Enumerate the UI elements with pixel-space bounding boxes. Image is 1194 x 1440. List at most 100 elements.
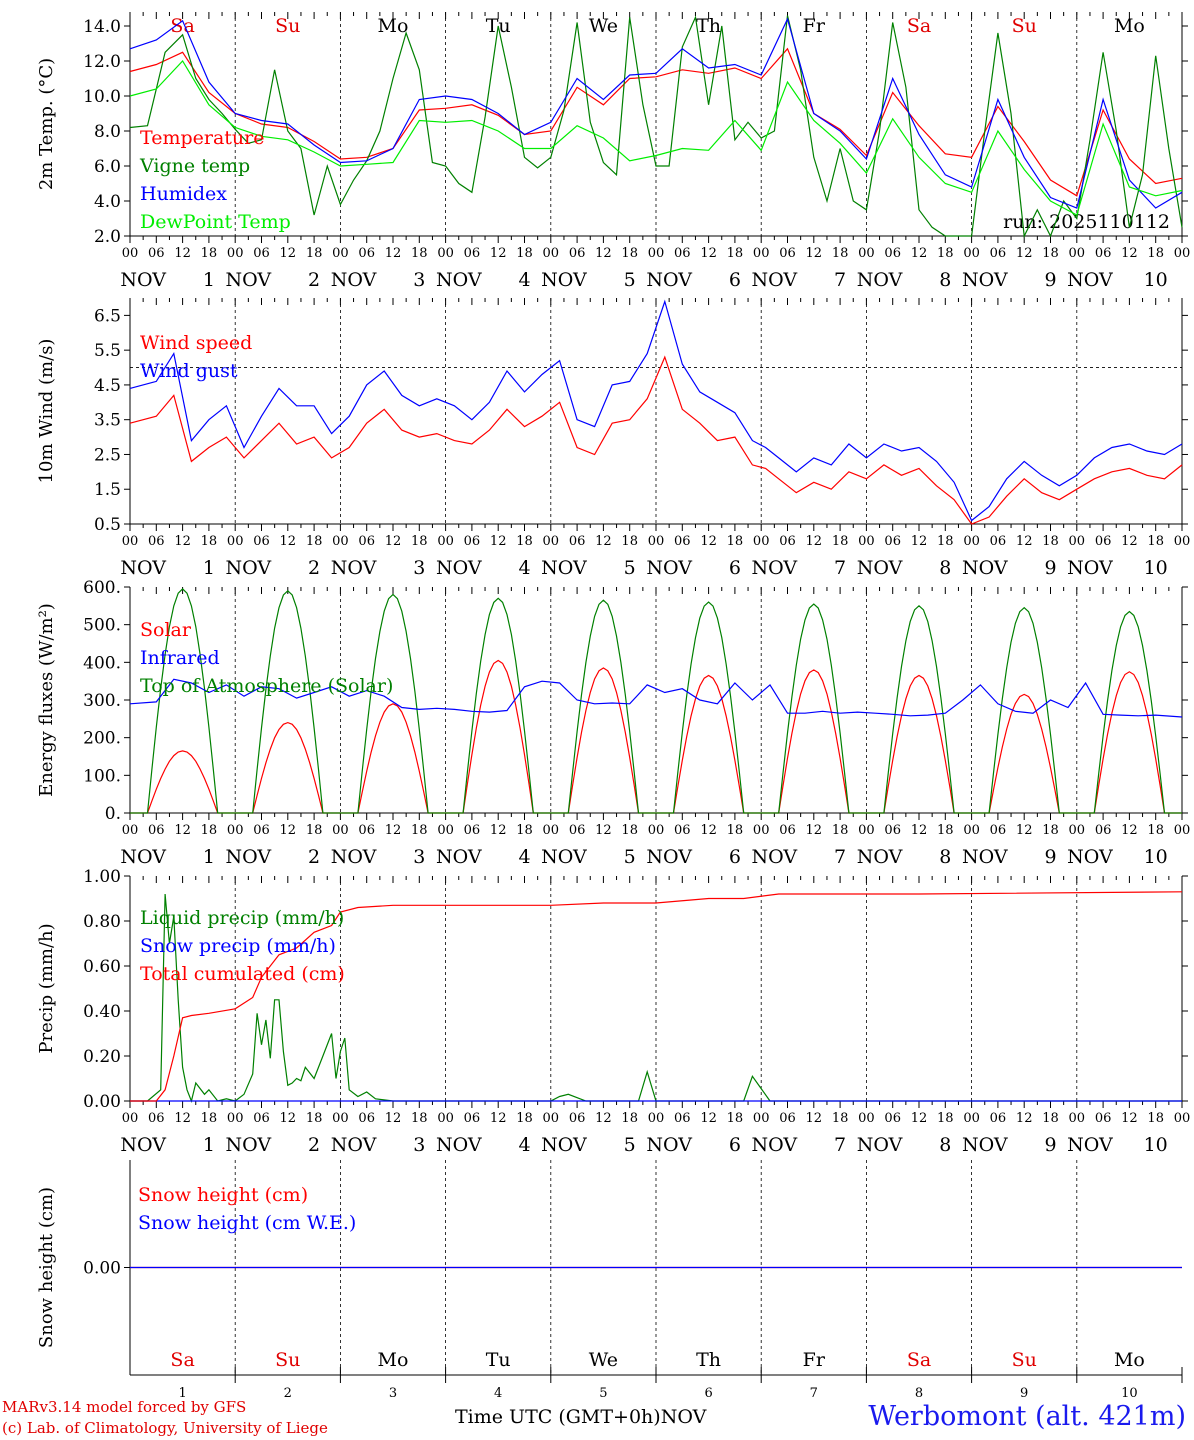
y-tick-label: 400. (83, 653, 121, 673)
hour-tick-label: 00 (963, 1111, 980, 1126)
date-label-month: NOV (226, 846, 272, 868)
hour-tick-label: 06 (358, 1111, 375, 1126)
date-label-day: 10 (1144, 557, 1168, 579)
date-label-month: NOV (962, 557, 1008, 579)
date-label-day: 2 (308, 846, 320, 868)
hour-tick-label: 18 (1042, 246, 1059, 261)
date-label-month: NOV (1067, 846, 1113, 868)
hour-tick-label: 18 (411, 823, 428, 838)
weekday-label: Mo (1114, 1349, 1145, 1371)
hour-tick-label: 00 (753, 246, 770, 261)
hour-tick-label: 06 (779, 246, 796, 261)
date-label-month: NOV (436, 269, 482, 291)
y-tick-label: 0.40 (83, 1002, 121, 1022)
hour-tick-label: 00 (437, 534, 454, 549)
date-label-month: NOV (646, 557, 692, 579)
hour-tick-label: 12 (280, 823, 297, 838)
y-axis-label: Energy fluxes (W/m²) (36, 603, 57, 797)
legend-entry: Solar (140, 619, 192, 641)
y-axis-label: 2m Temp. (°C) (36, 58, 57, 190)
date-label-day: 3 (413, 846, 425, 868)
weekday-label: Su (275, 15, 300, 37)
date-label-day: 4 (518, 557, 530, 579)
hour-tick-label: 18 (1147, 246, 1164, 261)
hour-tick-label: 00 (648, 1111, 665, 1126)
hour-tick-label: 00 (1069, 534, 1086, 549)
day-number-label: 3 (389, 1386, 397, 1401)
hour-tick-label: 18 (411, 1111, 428, 1126)
date-label-month: NOV (1067, 1134, 1113, 1156)
date-label-month: NOV (752, 1134, 798, 1156)
date-label-month: NOV (857, 269, 903, 291)
date-label-month: NOV (436, 557, 482, 579)
hour-tick-label: 06 (148, 1111, 165, 1126)
date-label-day: 7 (834, 1134, 846, 1156)
hour-tick-label: 06 (253, 534, 270, 549)
hour-tick-label: 12 (911, 823, 928, 838)
legend-entry: DewPoint Temp (140, 211, 291, 233)
hour-tick-label: 06 (464, 823, 481, 838)
date-label-day: 5 (624, 557, 636, 579)
y-tick-label: 2.0 (94, 227, 121, 247)
hour-tick-label: 18 (411, 246, 428, 261)
hour-tick-label: 06 (990, 823, 1007, 838)
date-label-month: NOV (1067, 269, 1113, 291)
legend-entry: Wind gust (140, 360, 238, 382)
weekday-label: Th (696, 15, 721, 37)
hour-tick-label: 06 (569, 823, 586, 838)
hour-tick-label: 18 (727, 246, 744, 261)
hour-tick-label: 12 (806, 534, 823, 549)
panel-precip: 0.00 0.20 0.40 0.60 0.80 1.00 Precip (mm/h) 00 0… (36, 867, 1190, 1156)
date-label-day: 10 (1144, 846, 1168, 868)
hour-tick-label: 00 (543, 246, 560, 261)
series-line-total-cumulated-cm- (130, 891, 1183, 1102)
y-tick-label: 0.20 (83, 1047, 121, 1067)
weekday-label: Sa (907, 15, 931, 37)
hour-tick-label: 00 (1174, 534, 1191, 549)
hour-tick-label: 12 (385, 1111, 402, 1126)
time-axis-text: Time UTC (GMT+0h) (455, 1406, 661, 1428)
hour-tick-label: 00 (332, 534, 349, 549)
y-tick-label: 300. (83, 691, 121, 711)
hour-tick-label: 00 (227, 246, 244, 261)
hour-tick-label: 06 (358, 823, 375, 838)
hour-tick-label: 00 (858, 1111, 875, 1126)
day-number-label: 4 (494, 1386, 502, 1401)
hour-tick-label: 12 (700, 534, 717, 549)
panel-temperature: 2.0 4.0 6.0 8.0 10.0 12.0 14.0 2m Temp. (°C) 00 0… (36, 12, 1190, 291)
hour-tick-label: 06 (990, 246, 1007, 261)
date-label-month: NOV (120, 1134, 166, 1156)
hour-tick-label: 18 (727, 1111, 744, 1126)
hour-tick-label: 06 (884, 246, 901, 261)
hour-tick-label: 00 (122, 823, 139, 838)
y-tick-label: 0.00 (83, 1092, 121, 1112)
hour-tick-label: 18 (1147, 534, 1164, 549)
series-line-top-of-atmosphere-solar- (130, 588, 1182, 814)
hour-tick-label: 06 (148, 534, 165, 549)
hour-tick-label: 18 (201, 823, 218, 838)
weekday-label: Fr (803, 1349, 826, 1371)
hour-tick-label: 06 (358, 246, 375, 261)
hour-tick-label: 12 (806, 246, 823, 261)
y-axis-label: Precip (mm/h) (36, 923, 57, 1053)
hour-tick-label: 00 (1069, 823, 1086, 838)
date-label-day: 10 (1144, 269, 1168, 291)
hour-tick-label: 12 (700, 246, 717, 261)
hour-tick-label: 18 (937, 246, 954, 261)
hour-tick-label: 06 (990, 1111, 1007, 1126)
date-label-day: 6 (729, 269, 741, 291)
hour-tick-label: 06 (779, 823, 796, 838)
hour-tick-label: 18 (1042, 1111, 1059, 1126)
y-tick-label: 5.5 (94, 341, 121, 361)
hour-tick-label: 12 (911, 246, 928, 261)
hour-tick-label: 18 (516, 246, 533, 261)
hour-tick-label: 18 (201, 534, 218, 549)
day-number-label: 7 (810, 1386, 818, 1401)
legend-entry: Wind speed (140, 332, 252, 354)
date-label-month: NOV (962, 846, 1008, 868)
date-label-month: NOV (331, 846, 377, 868)
hour-tick-label: 00 (543, 1111, 560, 1126)
hour-tick-label: 12 (280, 534, 297, 549)
hour-tick-label: 06 (884, 1111, 901, 1126)
weekday-label: Tu (486, 1349, 511, 1371)
